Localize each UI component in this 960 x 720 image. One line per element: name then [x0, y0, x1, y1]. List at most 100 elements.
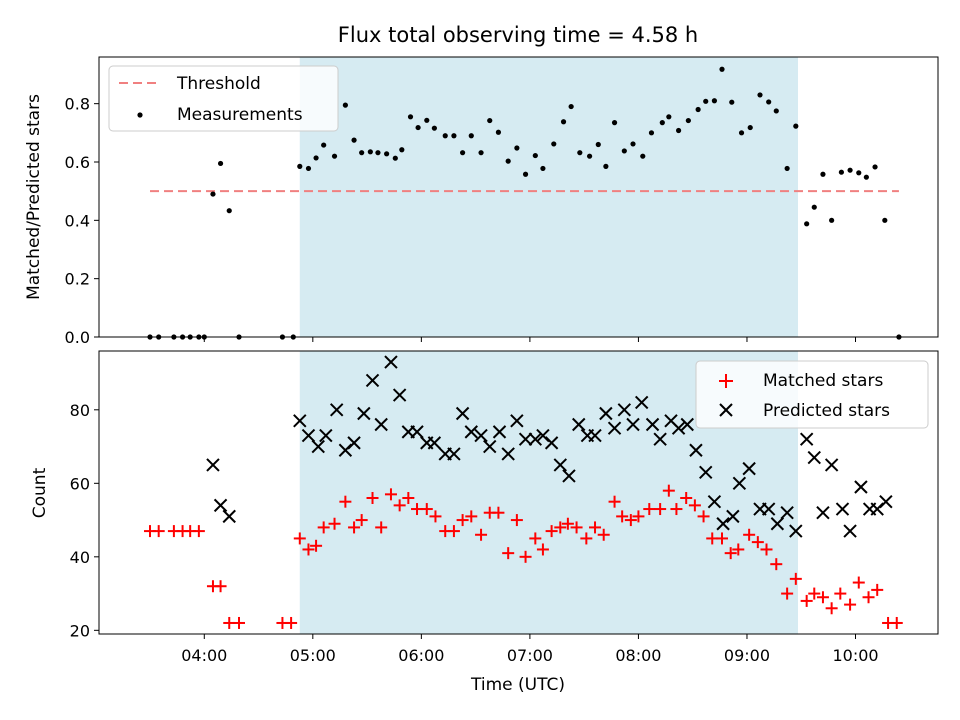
measurement-point — [820, 171, 826, 177]
predicted-star-point — [392, 388, 407, 402]
x-tick-label: 10:00 — [832, 646, 878, 665]
measurement-point — [351, 137, 357, 143]
predicted-star-point — [510, 414, 524, 428]
measurement-point — [747, 124, 753, 131]
measurement-point — [495, 129, 502, 135]
measurement-point — [611, 120, 618, 126]
matched-star-point — [328, 517, 341, 530]
measurement-point — [331, 153, 338, 159]
predicted-star-point — [780, 506, 794, 520]
matched-star-point — [781, 587, 794, 600]
matched-star-point — [825, 602, 838, 615]
predicted-star-point — [680, 417, 694, 432]
measurement-point — [603, 163, 609, 169]
x-tick-label: 06:00 — [398, 646, 444, 665]
measurement-point — [487, 117, 493, 124]
bottom-x-ticks: 04:00 05:00 06:00 07:00 08:00 09:00 10:00 — [181, 634, 879, 665]
legend-matched-swatch — [719, 374, 733, 388]
matched-star-point — [800, 594, 813, 607]
measurement-point — [666, 114, 672, 120]
matched-star-point — [529, 532, 542, 545]
measurement-point — [882, 217, 888, 223]
matched-star-point — [608, 495, 621, 508]
measurement-point — [568, 103, 574, 110]
predicted-star-point — [716, 517, 730, 531]
measurement-point — [829, 217, 835, 223]
predicted-star-point — [732, 476, 747, 491]
measurement-point — [505, 158, 511, 164]
measurement-point — [375, 150, 381, 156]
matched-star-point — [871, 583, 884, 596]
y-tick-label: 40 — [70, 548, 90, 567]
bottom-legend: Matched stars Predicted stars — [695, 360, 929, 429]
matched-star-point — [429, 510, 442, 523]
matched-star-point — [456, 514, 469, 527]
predicted-star-point — [553, 458, 567, 472]
matched-star-point — [632, 510, 645, 523]
matched-star-point — [643, 503, 656, 516]
matched-star-point — [420, 503, 433, 516]
top-x-ticks — [203, 337, 857, 342]
predicted-star-point — [357, 406, 371, 421]
predicted-star-point — [742, 461, 756, 476]
matched-star-point — [402, 492, 415, 505]
matched-star-point — [293, 532, 306, 545]
matched-star-point — [348, 521, 361, 534]
y-tick-label: 0.4 — [65, 211, 90, 230]
measurement-point — [392, 155, 398, 161]
measurement-point — [210, 191, 216, 197]
predicted-star-point — [492, 425, 507, 439]
predicted-star-point — [588, 428, 602, 443]
x-tick-label: 09:00 — [724, 646, 770, 665]
predicted-star-point — [347, 436, 361, 450]
matched-star-point — [724, 547, 737, 560]
measurement-point — [217, 160, 224, 167]
predicted-star-point — [707, 494, 722, 509]
matched-star-point — [743, 528, 756, 541]
matched-star-point — [597, 528, 610, 541]
predicted-star-point — [483, 439, 497, 454]
measurement-point — [856, 170, 862, 176]
matched-star-point — [688, 499, 701, 512]
y-tick-label: 0.2 — [65, 270, 90, 289]
matched-star-point — [732, 543, 745, 556]
chart-title: Flux total observing time = 4.58 h — [338, 23, 698, 47]
matched-star-point — [375, 521, 388, 534]
matched-star-point — [862, 591, 875, 604]
matched-star-point — [554, 521, 567, 534]
measurement-point — [384, 151, 390, 157]
predicted-star-point — [319, 428, 333, 443]
predicted-star-point — [384, 355, 398, 369]
matched-star-point — [339, 495, 352, 508]
predicted-star-point — [222, 509, 236, 524]
predicted-star-point — [726, 509, 740, 524]
matched-star-point — [536, 543, 549, 556]
matched-star-point — [580, 532, 593, 545]
matched-star-point — [570, 521, 583, 534]
matched-star-point — [366, 492, 379, 505]
matched-star-point — [447, 525, 460, 538]
predicted-star-point — [879, 494, 893, 509]
measurement-point — [532, 152, 538, 159]
matched-star-point — [589, 521, 602, 534]
top-highlight-span — [299, 57, 798, 337]
matched-star-point — [751, 536, 764, 549]
measurement-point — [399, 147, 405, 153]
measurement-point — [675, 127, 682, 134]
predicted-star-point — [293, 414, 307, 428]
predicted-star-point — [447, 447, 461, 461]
measurement-point — [648, 130, 655, 136]
matched-star-point — [844, 598, 857, 611]
measurement-point — [711, 98, 718, 104]
predicted-star-point — [789, 524, 803, 538]
matched-star-point — [475, 528, 488, 541]
legend-predicted-label: Predicted stars — [763, 401, 890, 421]
predicted-star-point — [689, 443, 703, 457]
legend-measurements-label: Measurements — [177, 105, 303, 125]
measurement-point — [442, 133, 448, 139]
matched-star-point — [716, 532, 729, 545]
matched-star-point — [654, 503, 667, 516]
predicted-star-point — [311, 439, 325, 454]
matched-star-point — [670, 503, 683, 516]
x-axis-label: Time (UTC) — [470, 675, 565, 695]
